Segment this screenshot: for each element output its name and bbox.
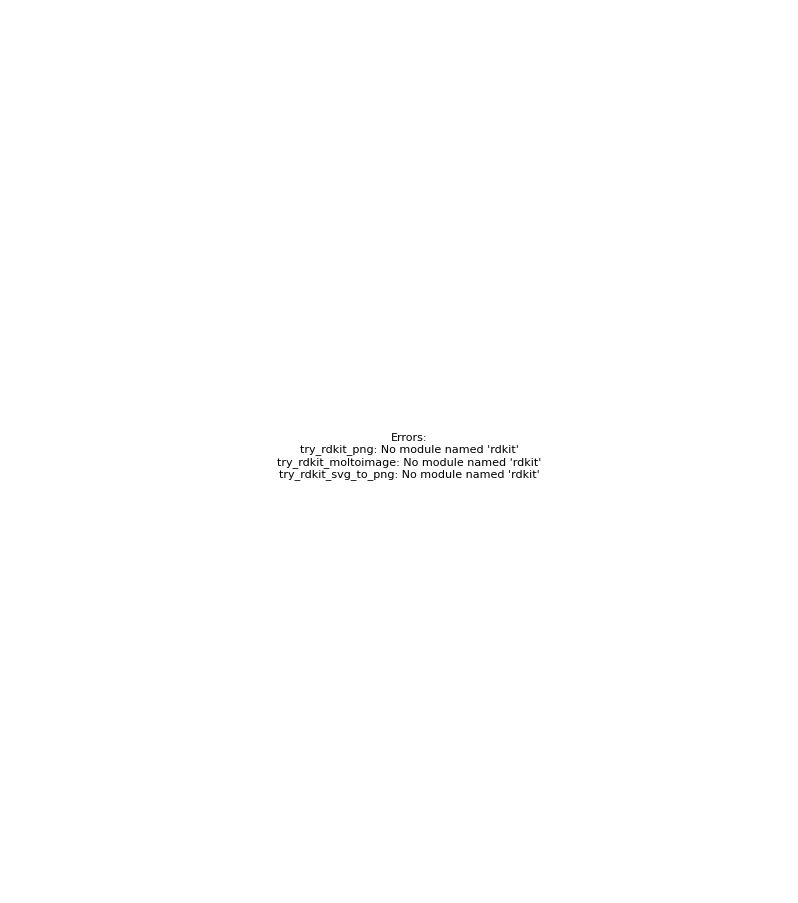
Text: Errors:
try_rdkit_png: No module named 'rdkit'
try_rdkit_moltoimage: No module n: Errors: try_rdkit_png: No module named '… (277, 433, 541, 479)
